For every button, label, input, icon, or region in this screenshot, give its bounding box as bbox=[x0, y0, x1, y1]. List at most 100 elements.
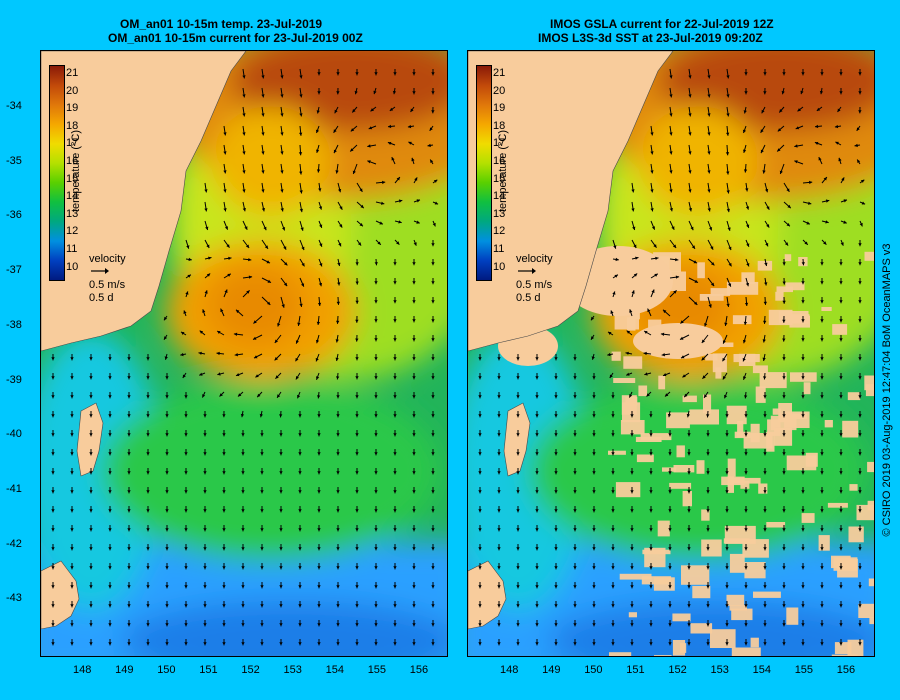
current-arrow-head bbox=[260, 642, 264, 646]
current-arrow-head bbox=[146, 642, 150, 646]
current-arrow-head bbox=[317, 490, 321, 494]
current-arrow-head bbox=[260, 566, 264, 570]
current-arrow-head bbox=[858, 376, 862, 380]
cloud-gap bbox=[717, 342, 734, 347]
current-arrow-head bbox=[858, 623, 862, 627]
current-arrow-head bbox=[763, 566, 767, 570]
current-arrow-head bbox=[336, 91, 340, 95]
current-arrow-head bbox=[516, 623, 520, 627]
latitude-tick-label: -38 bbox=[6, 318, 22, 331]
shelf-water bbox=[468, 331, 588, 611]
current-arrow-head bbox=[609, 374, 613, 378]
current-arrow-head bbox=[801, 642, 805, 646]
current-arrow-head bbox=[840, 242, 844, 246]
current-arrow-head bbox=[283, 282, 288, 287]
current-arrow-head bbox=[706, 471, 710, 475]
current-arrow-head bbox=[295, 357, 299, 362]
current-arrow-head bbox=[374, 528, 378, 532]
current-arrow-head bbox=[635, 256, 639, 260]
current-arrow-head bbox=[431, 566, 435, 570]
current-arrow-head bbox=[839, 490, 843, 494]
current-arrow-head bbox=[412, 490, 416, 494]
colorbar-label: 20 bbox=[493, 84, 506, 97]
current-arrow-head bbox=[860, 179, 865, 183]
current-arrow-head bbox=[393, 642, 397, 646]
current-arrow-head bbox=[727, 227, 731, 231]
current-arrow-head bbox=[725, 471, 729, 475]
current-arrow-head bbox=[70, 642, 74, 646]
current-arrow-head bbox=[393, 433, 397, 437]
current-arrow-head bbox=[299, 190, 303, 194]
cloud-gap bbox=[732, 315, 752, 325]
current-arrow-head bbox=[478, 357, 482, 361]
current-arrow-head bbox=[497, 490, 501, 494]
current-arrow-head bbox=[412, 262, 416, 266]
current-arrow-head bbox=[203, 547, 207, 551]
current-arrow-head bbox=[355, 300, 359, 304]
current-arrow-head bbox=[762, 170, 766, 174]
current-arrow-head bbox=[165, 604, 169, 608]
current-arrow-head bbox=[260, 490, 264, 494]
current-arrow-head bbox=[858, 414, 862, 418]
current-arrow-head bbox=[241, 509, 245, 513]
current-arrow-head bbox=[108, 528, 112, 532]
current-arrow-head bbox=[573, 642, 577, 646]
current-arrow-head bbox=[726, 132, 730, 136]
current-arrow-head bbox=[127, 452, 131, 456]
current-arrow-head bbox=[554, 452, 558, 456]
current-arrow-head bbox=[336, 452, 340, 456]
current-arrow-head bbox=[393, 376, 397, 380]
current-arrow-head bbox=[592, 433, 596, 437]
colorbar-label: 12 bbox=[66, 225, 79, 238]
current-arrow-head bbox=[688, 132, 692, 136]
current-arrow-head bbox=[51, 547, 55, 551]
current-arrow-head bbox=[242, 75, 246, 79]
colorbar-label: 11 bbox=[493, 243, 505, 255]
current-arrow-head bbox=[279, 623, 283, 627]
cloud-gap bbox=[733, 354, 760, 363]
current-arrow-head bbox=[319, 224, 323, 228]
current-arrow-head bbox=[146, 357, 150, 361]
current-arrow-head bbox=[554, 395, 558, 399]
longitude-tick-label: 156 bbox=[409, 664, 429, 676]
current-arrow-head bbox=[374, 300, 378, 304]
current-arrow-head bbox=[839, 471, 843, 475]
current-arrow-head bbox=[412, 300, 416, 304]
current-arrow-head bbox=[70, 395, 74, 399]
current-arrow-head bbox=[535, 604, 539, 608]
cloud-gap bbox=[705, 353, 718, 361]
cloud-gap bbox=[755, 386, 766, 403]
current-arrow-head bbox=[668, 642, 672, 646]
current-arrow-head bbox=[70, 566, 74, 570]
current-arrow-head bbox=[165, 452, 169, 456]
current-arrow-head bbox=[317, 642, 321, 646]
current-arrow-head bbox=[216, 351, 220, 356]
current-arrow-head bbox=[706, 585, 710, 589]
current-arrow-head bbox=[165, 528, 169, 532]
current-arrow-head bbox=[706, 414, 710, 418]
current-arrow-head bbox=[839, 452, 843, 456]
cloud-gap bbox=[744, 562, 766, 579]
current-arrow-head bbox=[820, 281, 824, 285]
current-arrow-head bbox=[573, 566, 577, 570]
colorbar-label: 21 bbox=[66, 67, 79, 79]
current-arrow-head bbox=[336, 376, 340, 380]
current-arrow-head bbox=[335, 170, 339, 174]
cloud-gap bbox=[758, 483, 768, 494]
cloud-gap bbox=[723, 538, 750, 544]
current-arrow-head bbox=[317, 452, 321, 456]
current-arrow-head bbox=[355, 604, 359, 608]
current-arrow-head bbox=[412, 471, 416, 475]
current-arrow-head bbox=[763, 433, 767, 437]
current-arrow-head bbox=[554, 547, 558, 551]
current-arrow-head bbox=[298, 585, 302, 589]
latitude-tick-label: -41 bbox=[6, 482, 22, 495]
current-arrow-head bbox=[592, 414, 596, 418]
current-arrow-head bbox=[610, 310, 614, 314]
current-arrow-head bbox=[573, 376, 577, 380]
current-arrow-head bbox=[706, 433, 710, 437]
current-arrow-head bbox=[234, 353, 238, 357]
current-arrow-head bbox=[861, 201, 866, 205]
current-arrow-head bbox=[223, 132, 227, 136]
current-arrow-head bbox=[782, 395, 786, 399]
